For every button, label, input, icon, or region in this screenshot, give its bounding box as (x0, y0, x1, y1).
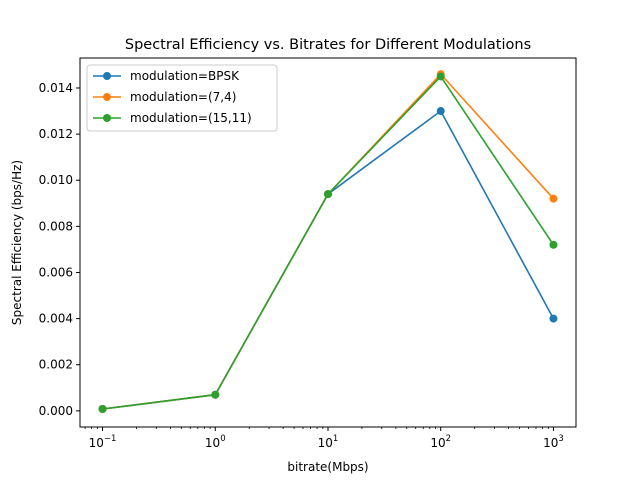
legend-label: modulation=BPSK (130, 69, 240, 83)
y-tick-label: 0.010 (39, 173, 73, 187)
legend-label: modulation=(15,11) (130, 111, 252, 125)
data-point (549, 194, 558, 203)
x-axis-ticks: 10−1 100 101 102 103 (84, 427, 564, 450)
x-axis-label: bitrate(Mbps) (287, 460, 368, 474)
y-tick-label: 0.004 (39, 312, 73, 326)
x-tick-label: 102 (430, 434, 451, 450)
y-axis-ticks: 0.000 0.002 0.004 0.006 0.008 0.010 0.012 0.014 (39, 81, 80, 418)
x-tick-label: 100 (205, 434, 226, 450)
data-point (549, 314, 558, 323)
data-point (436, 72, 445, 81)
y-tick-label: 0.000 (39, 404, 73, 418)
data-point (549, 240, 558, 249)
data-point (324, 190, 332, 199)
legend-marker (103, 114, 111, 122)
x-tick-label: 103 (543, 434, 564, 450)
data-point (436, 107, 445, 116)
y-tick-label: 0.014 (39, 81, 73, 95)
x-tick-label: 10−1 (89, 434, 117, 450)
data-point (98, 405, 107, 414)
chart-title: Spectral Efficiency vs. Bitrates for Dif… (125, 37, 531, 53)
x-tick-label: 101 (318, 434, 339, 450)
legend-box (86, 64, 278, 132)
series-layer (98, 70, 558, 414)
y-tick-label: 0.008 (39, 219, 73, 233)
legend: modulation=BPSK modulation=(7,4) modulatio… (86, 64, 278, 132)
legend-marker (103, 72, 111, 80)
y-tick-label: 0.002 (39, 358, 73, 372)
legend-marker (103, 93, 111, 101)
legend-label: modulation=(7,4) (130, 90, 236, 104)
data-point (211, 390, 220, 399)
y-tick-label: 0.012 (39, 127, 73, 141)
y-tick-label: 0.006 (39, 265, 73, 279)
y-axis-label: Spectral Efficiency (bps/Hz) (10, 160, 24, 325)
